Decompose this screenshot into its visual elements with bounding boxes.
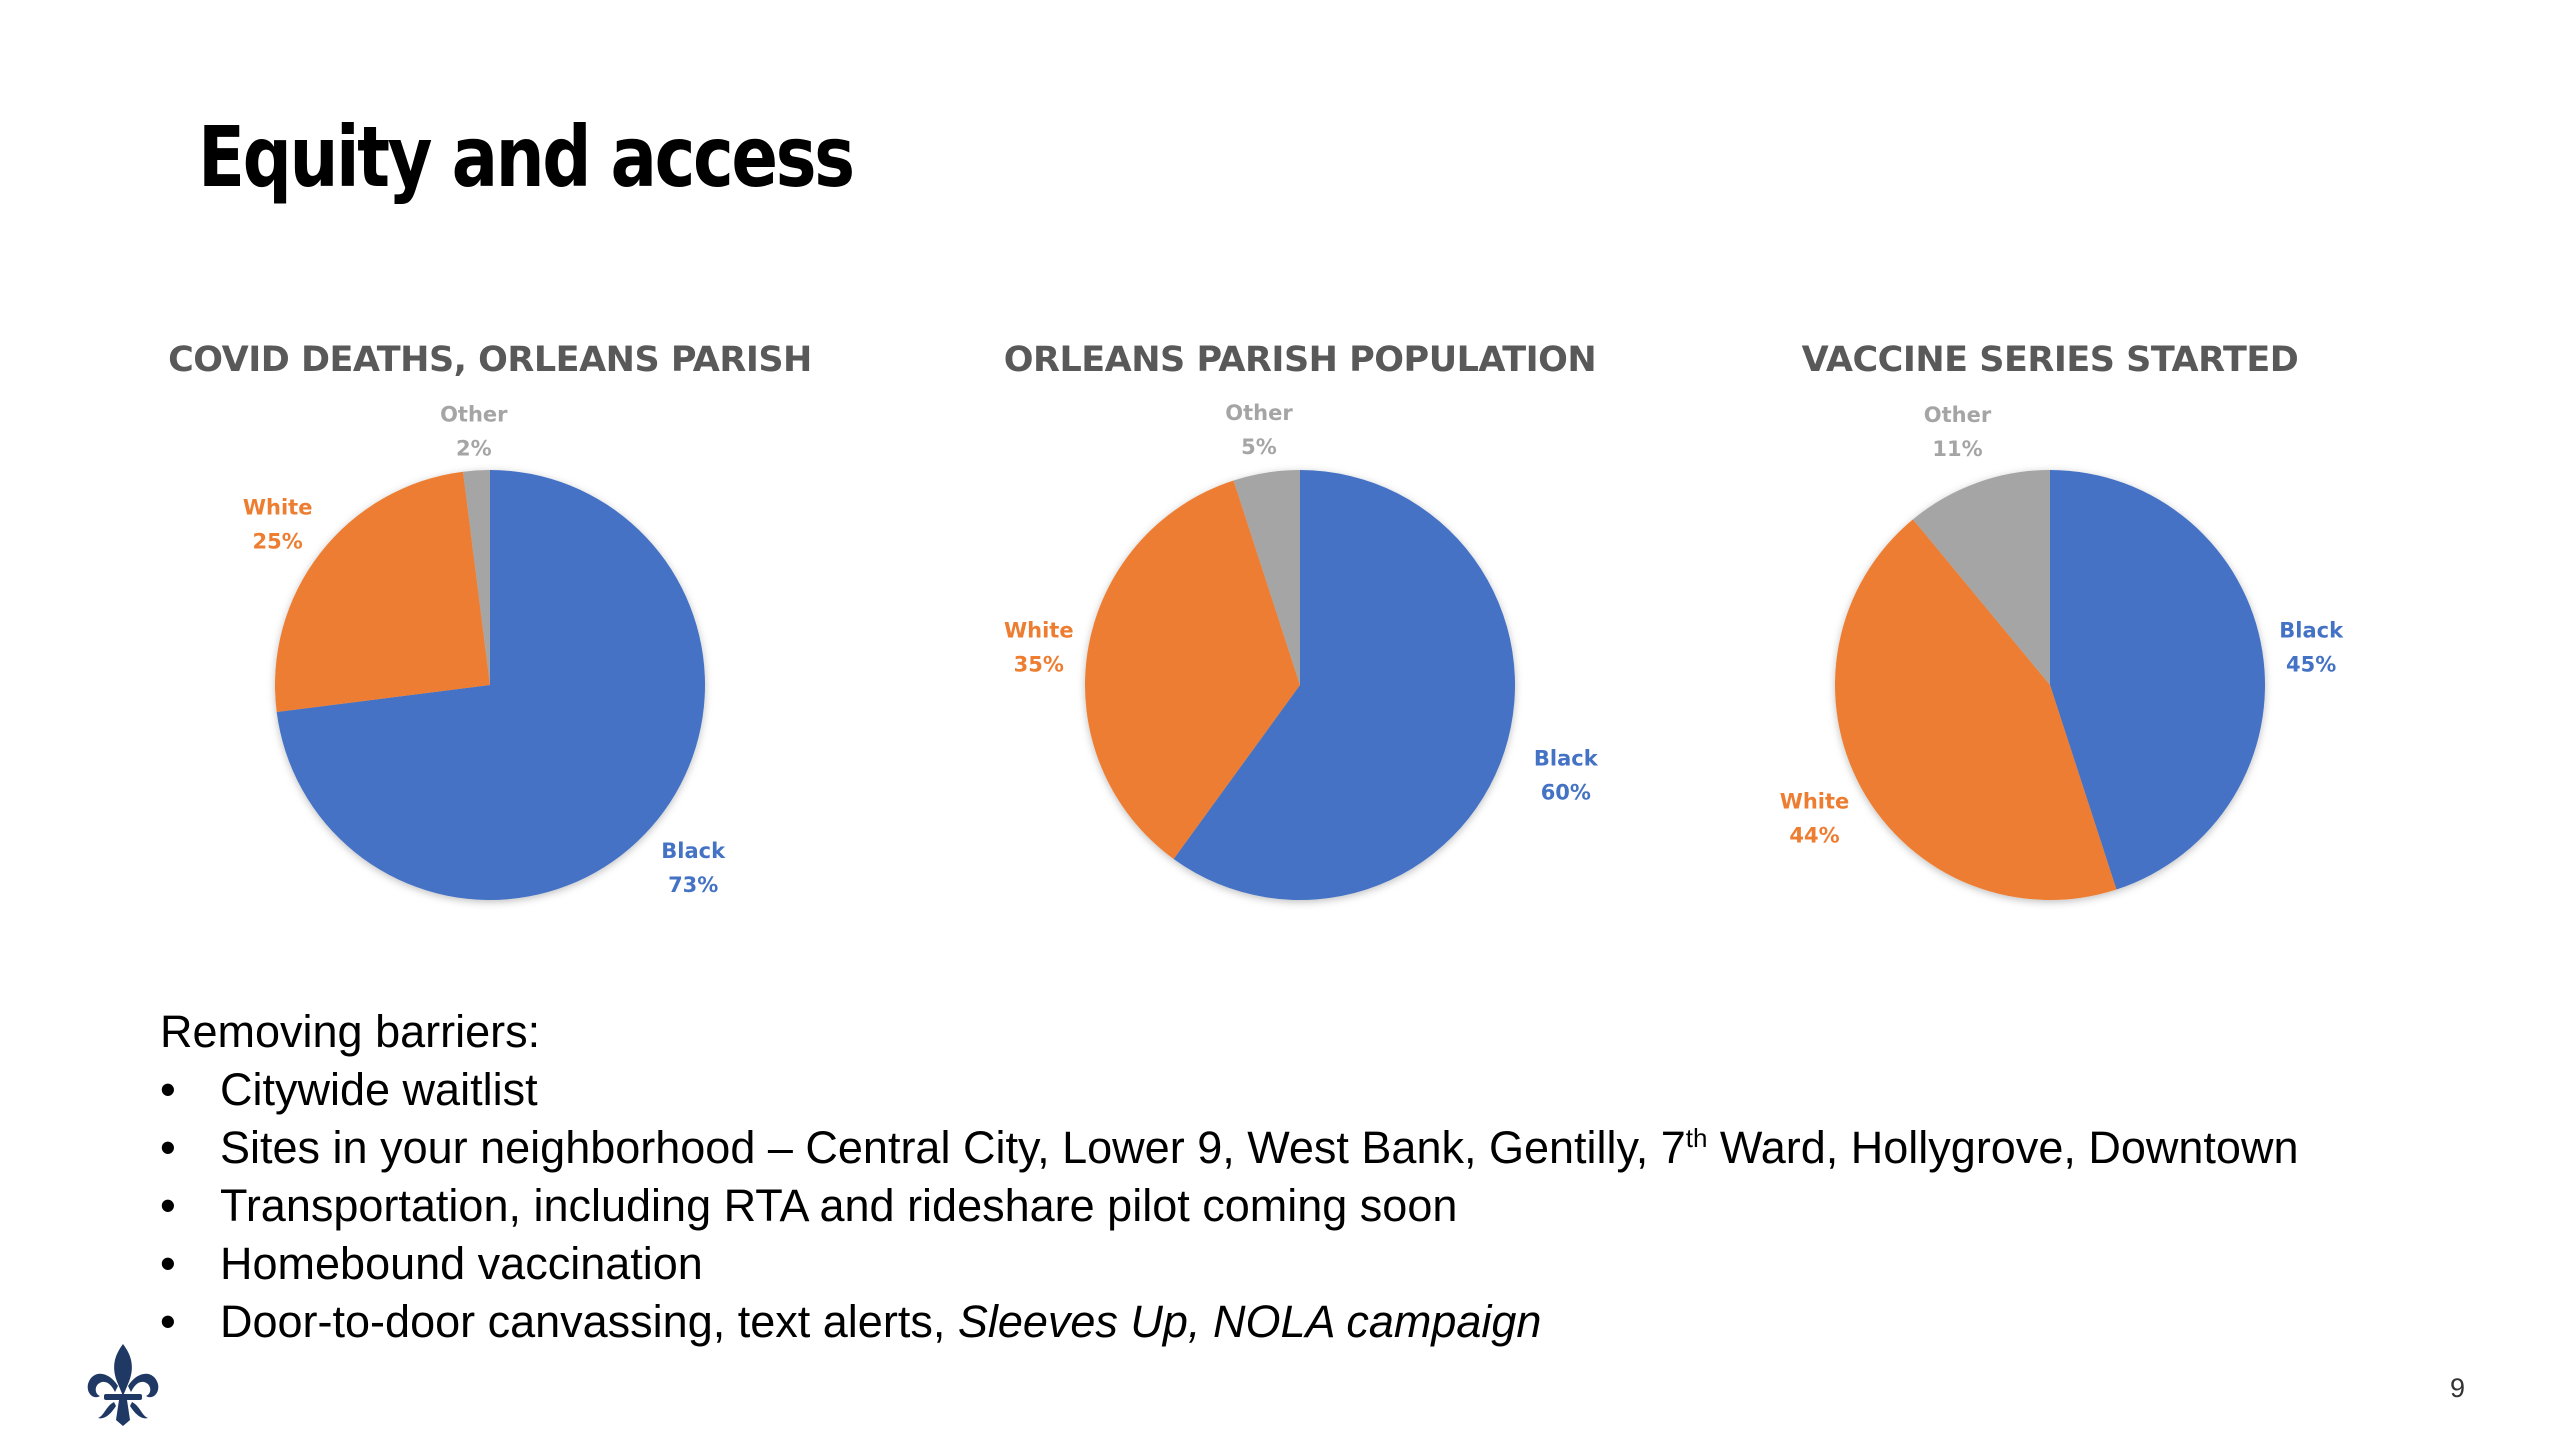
pie-slice-black (276, 470, 705, 900)
pie-slice-black (2050, 470, 2265, 890)
pie-slice-black (1173, 470, 1515, 900)
bullet-icon: • (160, 1064, 176, 1115)
slice-category-label: White (1004, 619, 1074, 643)
list-item-text: Homebound vaccination (220, 1238, 703, 1289)
list-item: • Transportation, including RTA and ride… (160, 1177, 2298, 1235)
pie-slice-white (1085, 480, 1300, 859)
bullet-icon: • (160, 1296, 176, 1347)
list-item-text: Door-to-door canvassing, text alerts, (220, 1296, 958, 1347)
pie-slice-other (463, 470, 490, 685)
pie-slice-white (275, 471, 490, 712)
slice-value-label: 2% (456, 437, 492, 461)
slice-category-label: Black (661, 839, 726, 863)
slice-value-label: 45% (2286, 653, 2336, 677)
bullet-icon: • (160, 1180, 176, 1231)
list-item: • Citywide waitlist (160, 1061, 2298, 1119)
bullet-icon: • (160, 1238, 176, 1289)
list-item-text: Citywide waitlist (220, 1064, 538, 1115)
pie-chart-population: ORLEANS PARISH POPULATION Black 60% White 3… (960, 340, 1640, 940)
slice-value-label: 35% (1014, 653, 1064, 677)
superscript: th (1685, 1123, 1708, 1153)
pie-chart-svg: Black 60% White 35% Other 5% (1004, 401, 1599, 900)
pie-slice-other (1912, 470, 2050, 685)
pie-slice-other (1233, 470, 1300, 685)
pie-chart-covid-deaths: COVID DEATHS, ORLEANS PARISH Black 73% Whi… (150, 340, 830, 940)
barriers-list: Removing barriers: • Citywide waitlist •… (160, 1003, 2298, 1351)
slice-category-label: Other (1225, 401, 1293, 425)
slice-value-label: 60% (1541, 780, 1591, 804)
list-item-text: Ward, Hollygrove, Downtown (1707, 1122, 2299, 1173)
fleur-de-lis-icon (78, 1340, 168, 1430)
slice-value-label: 44% (1789, 823, 1839, 847)
list-item: • Door-to-door canvassing, text alerts, … (160, 1293, 2298, 1351)
pie-chart-vaccine-series: VACCINE SERIES STARTED Black 45% White 44% O… (1710, 340, 2390, 940)
bullet-icon: • (160, 1122, 176, 1173)
campaign-name: Sleeves Up, NOLA campaign (957, 1296, 1542, 1347)
slice-category-label: White (243, 495, 313, 519)
pie-chart-svg: Black 73% White 25% Other 2% (243, 403, 726, 900)
slide-title: Equity and access (198, 108, 855, 206)
slice-value-label: 5% (1241, 435, 1277, 459)
slice-value-label: 25% (253, 529, 303, 553)
list-item: • Sites in your neighborhood – Central C… (160, 1119, 2298, 1177)
list-item-text: Sites in your neighborhood – Central Cit… (220, 1122, 1686, 1173)
pie-chart-svg: Black 45% White 44% Other 11% (1780, 403, 2344, 900)
chart-title: ORLEANS PARISH POPULATION (1003, 340, 1597, 380)
chart-title: COVID DEATHS, ORLEANS PARISH (168, 340, 812, 380)
slice-category-label: Other (440, 403, 508, 427)
page-number: 9 (2450, 1373, 2466, 1403)
barriers-items: • Citywide waitlist • Sites in your neig… (160, 1061, 2298, 1351)
list-item-text: Transportation, including RTA and ridesh… (220, 1180, 1458, 1231)
slice-category-label: Black (2279, 619, 2344, 643)
pie-slice-white (1835, 519, 2117, 900)
list-item: • Homebound vaccination (160, 1235, 2298, 1293)
slice-category-label: Black (1534, 746, 1599, 770)
slice-value-label: 11% (1932, 437, 1982, 461)
slice-category-label: Other (1924, 403, 1992, 427)
barriers-intro: Removing barriers: (160, 1006, 541, 1057)
chart-title: VACCINE SERIES STARTED (1801, 340, 2299, 380)
slice-category-label: White (1780, 789, 1850, 813)
slice-value-label: 73% (668, 873, 718, 897)
